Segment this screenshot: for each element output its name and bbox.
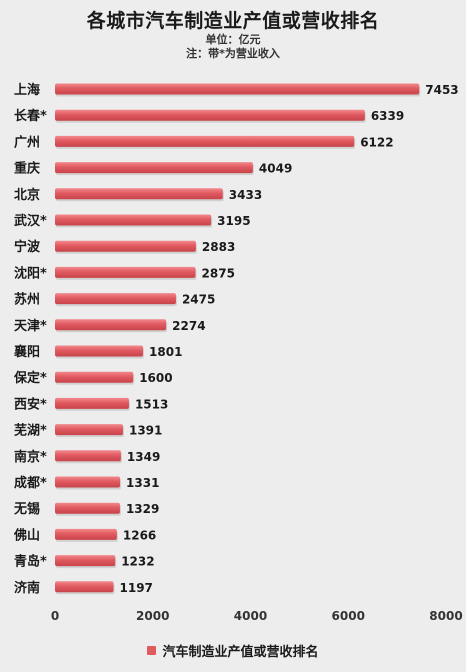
- bar-value-label: 1600: [139, 371, 172, 385]
- category-label: 南京*: [14, 449, 47, 465]
- category-label: 西安*: [14, 396, 47, 412]
- bar: [55, 214, 212, 226]
- category-label: 长春*: [14, 108, 47, 124]
- bar: [55, 555, 116, 567]
- legend-swatch: [147, 646, 157, 655]
- bar-value-label: 2274: [172, 319, 205, 333]
- bar: [55, 528, 117, 540]
- bar: [55, 293, 176, 305]
- category-label: 上海: [14, 82, 40, 98]
- chart-footnote: 注：带*为营业收入: [186, 47, 280, 60]
- x-tick-label: 4000: [234, 609, 267, 623]
- bar: [55, 371, 134, 383]
- bar: [55, 188, 223, 200]
- category-label: 芜湖*: [14, 423, 47, 439]
- x-tick-label: 8000: [429, 609, 462, 623]
- category-label: 沈阳*: [14, 265, 47, 281]
- category-label: 重庆: [14, 161, 40, 177]
- bar-value-label: 6122: [360, 135, 393, 149]
- bar-value-label: 3433: [229, 188, 262, 202]
- bar: [55, 319, 167, 331]
- category-label: 保定*: [13, 370, 47, 386]
- category-label: 佛山: [13, 527, 40, 543]
- chart-legend: 汽车制造业产值或营收排名: [0, 641, 466, 660]
- bar-value-label: 1801: [149, 345, 182, 359]
- bar: [55, 109, 365, 121]
- bar: [55, 266, 196, 278]
- bar-value-label: 1232: [121, 555, 154, 569]
- category-label: 武汉*: [14, 213, 47, 229]
- bar-value-label: 1349: [127, 450, 160, 464]
- bar-value-label: 2883: [202, 240, 235, 254]
- bar-value-label: 1329: [126, 502, 159, 516]
- category-label: 广州: [14, 134, 40, 150]
- x-tick-label: 0: [51, 609, 59, 623]
- chart-unit-note: 单位：亿元: [205, 33, 261, 46]
- bar: [55, 476, 121, 488]
- category-label: 无锡: [13, 501, 40, 517]
- bar-value-label: 1266: [123, 528, 156, 542]
- category-label: 青岛*: [14, 554, 47, 570]
- x-tick-label: 6000: [332, 609, 365, 623]
- bar-value-label: 2875: [202, 266, 235, 280]
- bar-value-label: 3195: [217, 214, 250, 228]
- category-label: 天津*: [14, 318, 47, 334]
- bar-value-label: 4049: [259, 162, 292, 176]
- bar: [55, 397, 129, 409]
- bar: [55, 424, 123, 436]
- bar: [55, 502, 120, 514]
- bar-value-label: 1331: [126, 476, 159, 490]
- bar: [55, 345, 144, 357]
- bar: [55, 450, 121, 462]
- bar: [55, 162, 253, 174]
- bar-value-label: 6339: [371, 109, 404, 123]
- x-tick-label: 2000: [136, 609, 169, 623]
- category-label: 北京: [14, 187, 40, 203]
- bar: [55, 240, 196, 252]
- legend-label: 汽车制造业产值或营收排名: [162, 645, 319, 660]
- category-label: 济南: [14, 580, 40, 596]
- bar-value-label: 7453: [425, 83, 458, 97]
- bar-value-label: 1513: [135, 397, 168, 411]
- bar-value-label: 1391: [129, 424, 162, 438]
- bar: [55, 83, 420, 95]
- category-label: 襄阳: [13, 344, 40, 360]
- category-label: 宁波: [14, 239, 41, 255]
- bar: [55, 135, 355, 147]
- bar: [55, 581, 114, 593]
- chart-title: 各城市汽车制造业产值或营收排名: [86, 10, 380, 32]
- bar-value-label: 2475: [182, 293, 215, 307]
- category-label: 成都*: [14, 475, 47, 491]
- category-label: 苏州: [14, 292, 40, 308]
- bar-value-label: 1197: [120, 581, 153, 595]
